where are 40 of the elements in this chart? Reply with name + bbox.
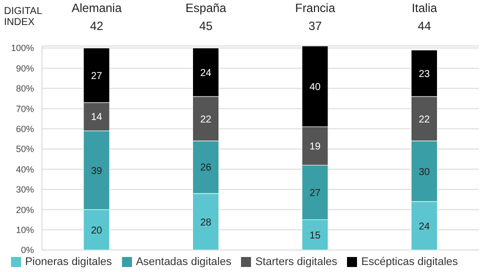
x-tick-label: Alemania (72, 1, 122, 15)
data-label: 26 (200, 162, 212, 174)
text: 42 (90, 19, 104, 33)
y-tick-label: 20% (16, 204, 34, 215)
x-tick-label: Francia (295, 1, 336, 15)
data-label: 23 (418, 68, 430, 80)
data-label: 40 (309, 82, 322, 93)
y-tick-label: 50% (16, 144, 34, 154)
legend-label: Escépticas digitales (361, 256, 458, 268)
data-label: 22 (200, 114, 212, 126)
data-label: 15 (309, 230, 322, 242)
data-label: 30 (418, 166, 430, 178)
text: 37 (308, 19, 322, 33)
x-tick-label: España (186, 1, 227, 15)
y-tick-label: 30% (16, 184, 34, 195)
data-label: 28 (200, 217, 212, 228)
y-tick-label: 40% (16, 164, 34, 174)
text: DIGITAL INDEX (4, 6, 43, 28)
legend-label: Starters digitales (255, 256, 338, 268)
data-label: 22 (418, 114, 430, 126)
data-label: 24 (200, 68, 212, 79)
text: 44 (418, 19, 432, 33)
y-tick-label: 70% (16, 104, 34, 114)
data-label: 24 (418, 221, 430, 232)
y-tick-label: 100% (10, 43, 34, 54)
data-label: 27 (309, 188, 322, 199)
data-label: 20 (90, 225, 103, 236)
data-label: 19 (309, 142, 322, 153)
legend-label: Asentadas digitales (136, 256, 232, 268)
legend-label: Pioneras digitales (25, 256, 112, 268)
y-tick-label: 90% (16, 63, 34, 74)
data-label: 14 (90, 112, 103, 124)
y-tick-label: 80% (16, 84, 34, 94)
y-tick-label: 10% (16, 224, 34, 235)
x-tick-label: Italia (412, 1, 438, 15)
y-tick-label: 60% (16, 124, 34, 134)
text: 45 (199, 19, 213, 33)
data-label: 27 (90, 70, 103, 82)
y-tick-label: 0% (20, 245, 34, 256)
data-label: 39 (90, 166, 103, 177)
